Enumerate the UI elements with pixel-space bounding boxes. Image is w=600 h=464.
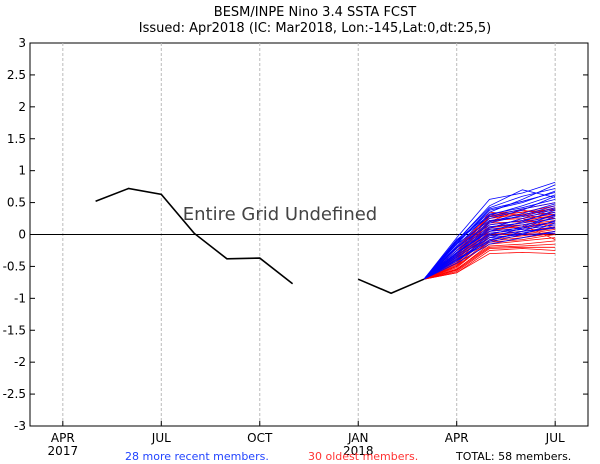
undefined-grid-annotation: Entire Grid Undefined <box>183 204 377 225</box>
x-tick-year: 2018 <box>343 444 374 458</box>
recent-member-line <box>423 203 556 280</box>
chart-subtitle: Issued: Apr2018 (IC: Mar2018, Lon:-145,L… <box>139 21 492 36</box>
x-tick-label: JAN <box>347 431 369 445</box>
x-tick-label: JUL <box>151 431 171 445</box>
legend-recent-members: 28 more recent members. <box>125 450 269 463</box>
y-tick-label: -2 <box>14 355 26 369</box>
y-tick-label: -0.5 <box>3 259 26 273</box>
recent-member-line <box>423 232 556 280</box>
y-tick-label: -1.5 <box>3 323 26 337</box>
recent-members-series <box>423 181 556 280</box>
x-tick-label: APR <box>445 431 469 445</box>
y-tick-label: 1.5 <box>7 132 26 146</box>
legend-total-members: TOTAL: 58 members. <box>455 450 571 463</box>
recent-member-line <box>423 199 556 280</box>
recent-member-line <box>423 224 556 280</box>
oldest-member-line <box>423 243 556 280</box>
oldest-member-line <box>423 246 556 280</box>
recent-member-line <box>423 218 556 280</box>
observed-line-segment <box>95 187 294 285</box>
recent-member-line <box>423 192 556 280</box>
oldest-member-line <box>423 251 556 280</box>
y-tick-label: -3 <box>14 419 26 433</box>
legend-oldest-members: 30 oldest members. <box>308 450 418 463</box>
recent-member-line <box>423 181 556 280</box>
observed-series <box>95 187 425 295</box>
recent-member-line <box>423 214 556 280</box>
oldest-member-line <box>423 240 556 280</box>
recent-member-line <box>423 184 556 280</box>
y-tick-label: -2.5 <box>3 387 26 401</box>
y-tick-label: 1 <box>18 164 26 178</box>
chart-title: BESM/INPE Nino 3.4 SSTA FCST <box>214 5 416 20</box>
observed-line-segment <box>357 278 425 295</box>
recent-member-line <box>423 189 556 280</box>
recent-member-line <box>423 211 556 280</box>
recent-member-line <box>423 227 556 280</box>
recent-member-line <box>423 226 556 280</box>
recent-member-line <box>423 230 556 280</box>
x-tick-year: 2017 <box>48 444 79 458</box>
recent-member-line <box>423 194 556 280</box>
x-tick-label: APR <box>51 431 75 445</box>
y-tick-label: 0.5 <box>7 196 26 210</box>
y-tick-label: -1 <box>14 291 26 305</box>
y-tick-label: 0 <box>18 228 26 242</box>
y-tick-label: 2 <box>18 100 26 114</box>
y-tick-label: 3 <box>18 36 26 50</box>
x-tick-label: OCT <box>247 431 273 445</box>
x-tick-label: JUL <box>545 431 565 445</box>
y-tick-label: 2.5 <box>7 68 26 82</box>
recent-member-line <box>423 221 556 280</box>
